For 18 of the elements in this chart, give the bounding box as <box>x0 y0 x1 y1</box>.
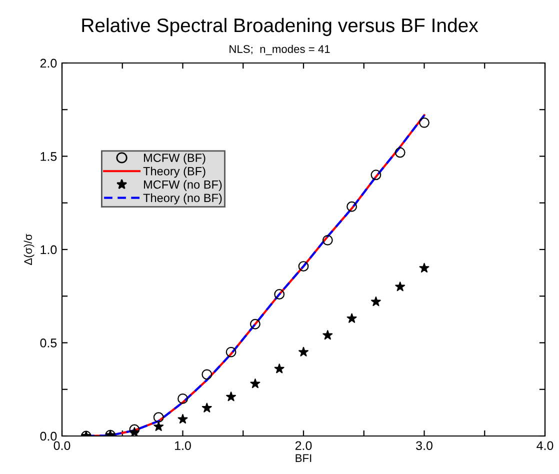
x-axis-title: BFI <box>296 454 312 462</box>
chart-title: Relative Spectral Broadening versus BF Index <box>82 18 478 36</box>
x-tick-label: 0.0 <box>54 441 70 450</box>
chart-subtitle: NLS; n_modes = 41 <box>230 44 330 56</box>
legend-label: Theory (no BF) <box>143 193 222 204</box>
legend-label: Theory (BF) <box>143 166 206 178</box>
y-tick-label: 1.0 <box>40 245 57 254</box>
y-tick-label: 1.5 <box>40 152 57 161</box>
legend-label: MCFW (no BF) <box>144 180 222 192</box>
legend-label: MCFW (BF) <box>144 153 206 164</box>
x-tick-label: 1.0 <box>175 441 191 450</box>
y-axis-title: Δ(σ)/σ <box>24 234 34 265</box>
y-tick-label: 2.0 <box>40 58 57 68</box>
x-tick-label: 3.0 <box>416 441 432 450</box>
x-tick-label: 4.0 <box>536 441 554 450</box>
x-tick-label: 2.0 <box>295 441 312 450</box>
y-tick-label: 0.5 <box>40 338 57 348</box>
y-tick-label: 0.0 <box>40 432 57 441</box>
